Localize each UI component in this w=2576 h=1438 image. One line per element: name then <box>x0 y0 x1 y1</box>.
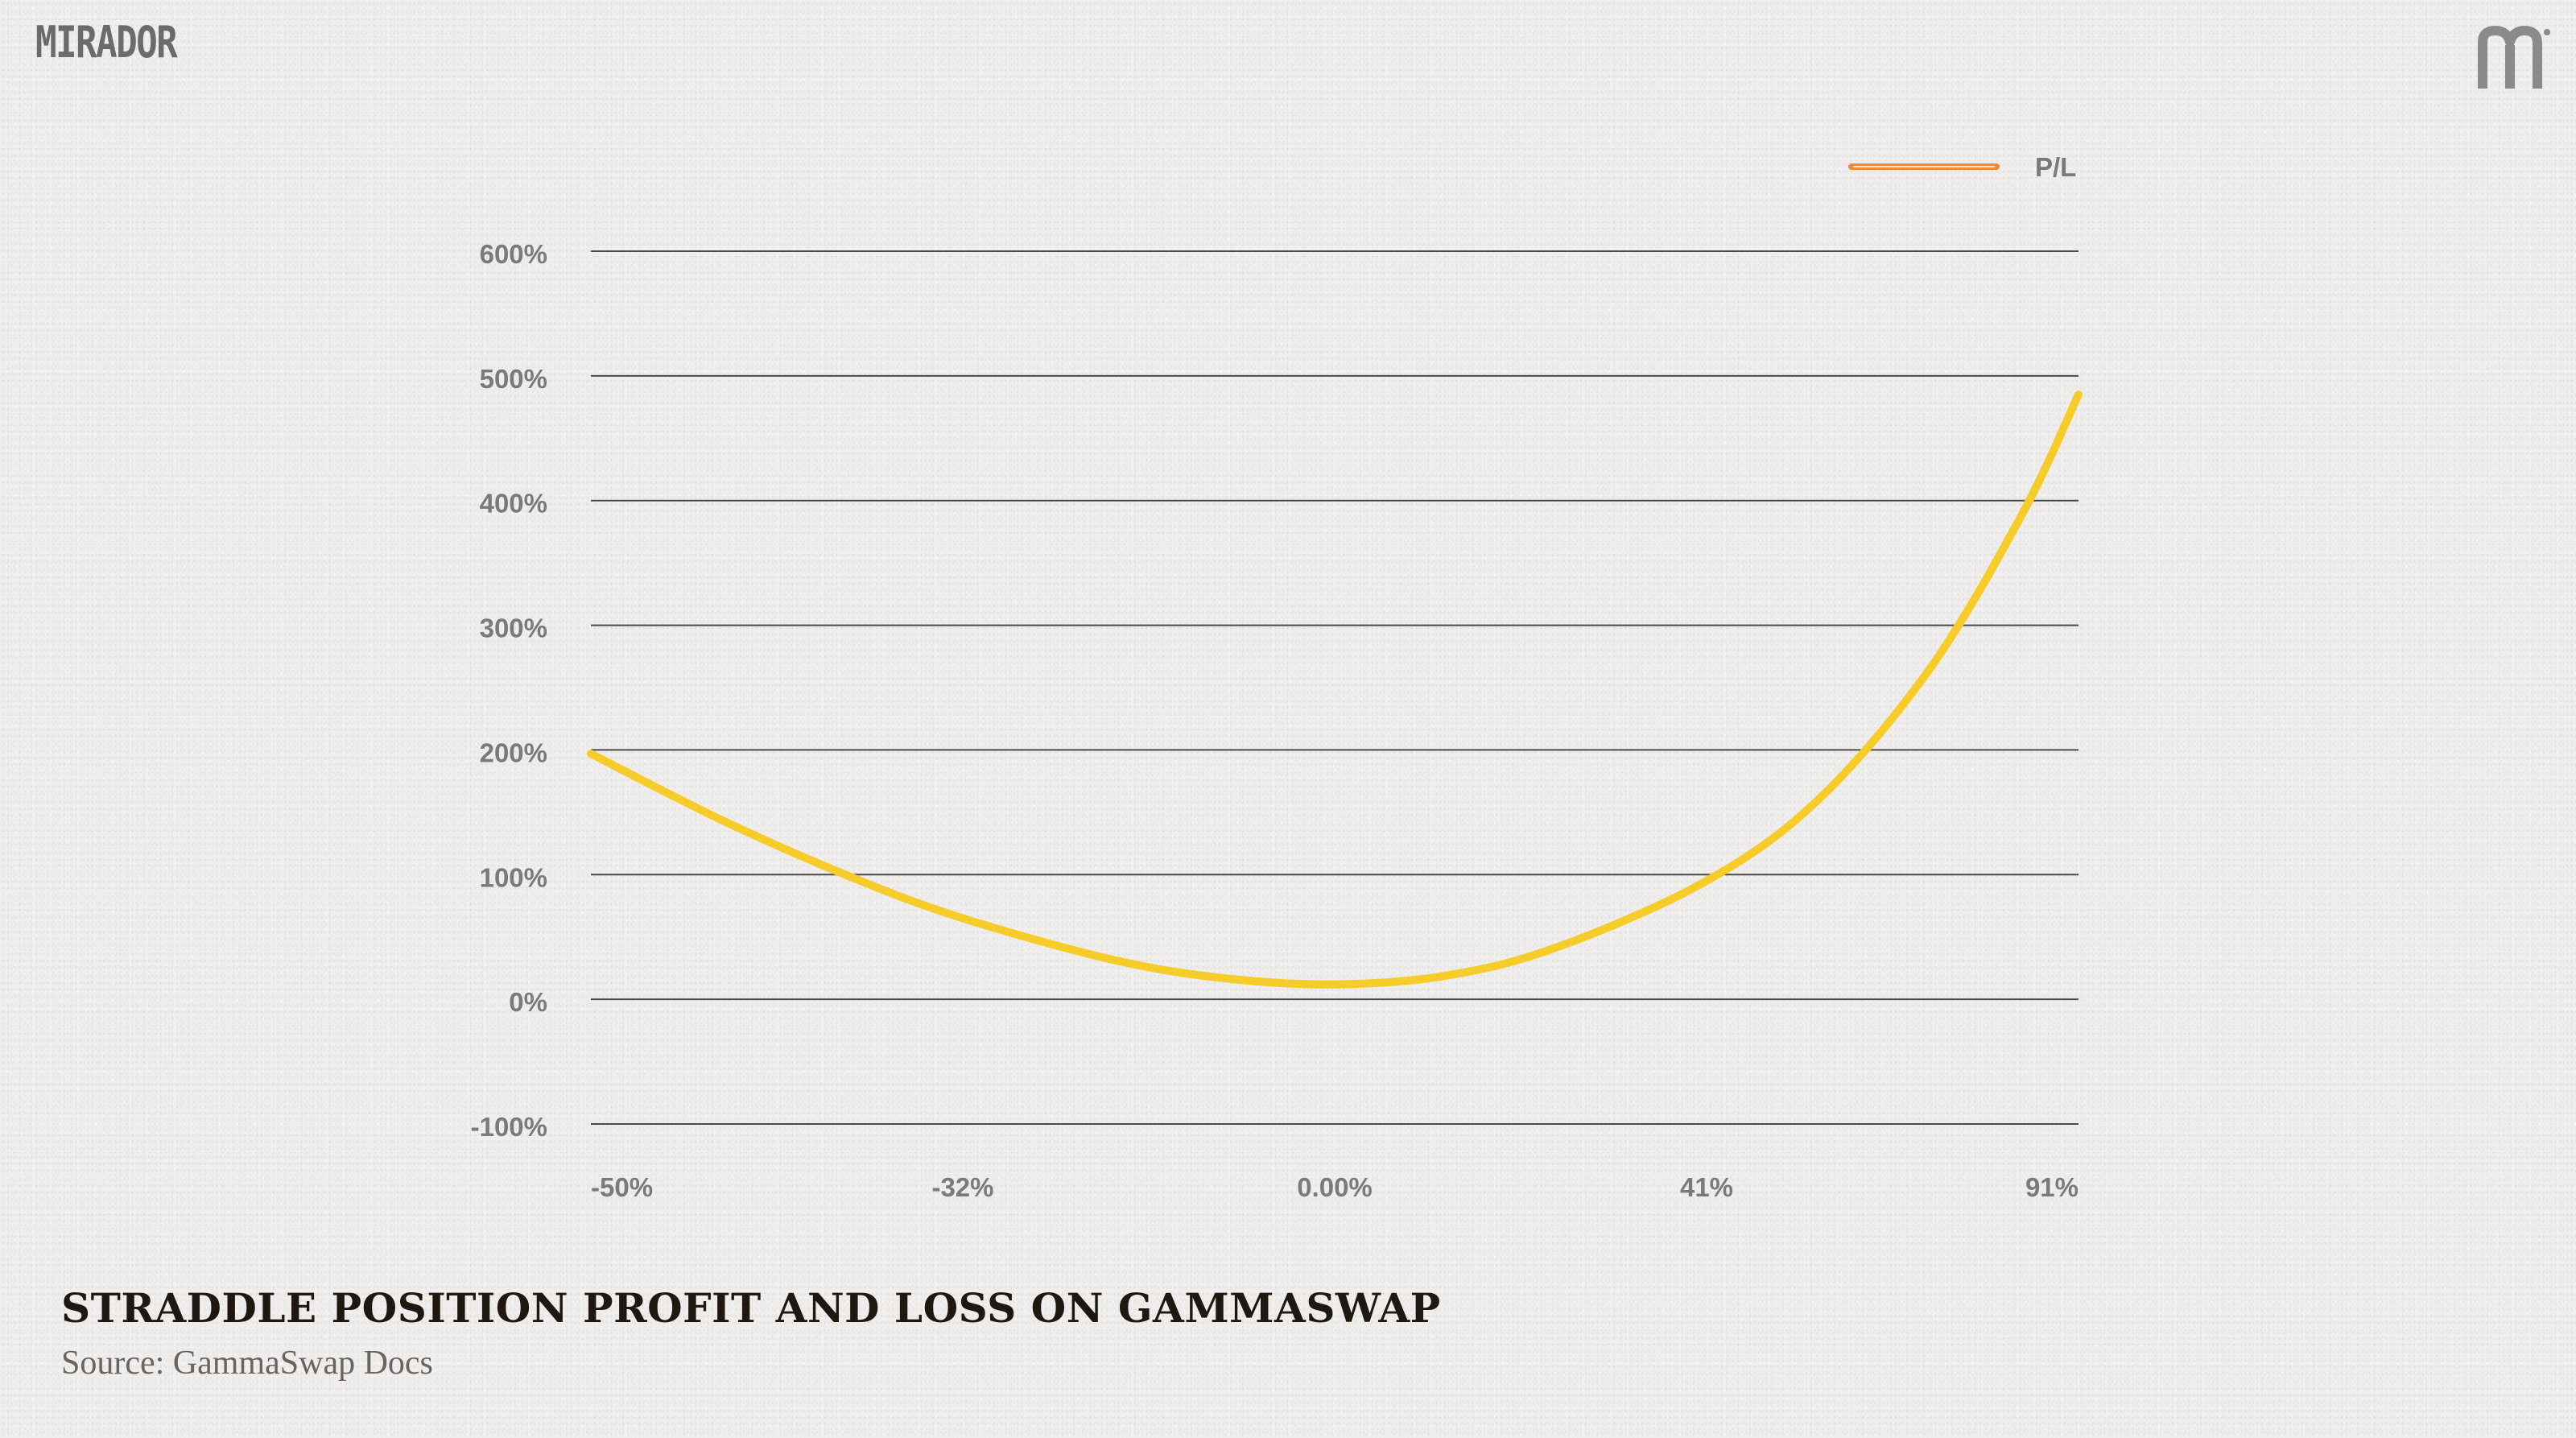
y-tick-label: 100% <box>480 862 547 892</box>
x-tick-label: 0.00% <box>1297 1172 1373 1202</box>
series-layer <box>587 390 2083 989</box>
legend-label: P/L <box>2035 152 2076 182</box>
y-tick-label: 200% <box>480 738 547 767</box>
y-tick-label: 300% <box>480 614 547 643</box>
y-tick-label: 600% <box>480 239 547 269</box>
grid-lines <box>591 250 2079 1125</box>
x-tick-label: 91% <box>2025 1172 2079 1202</box>
x-tick-label: -50% <box>591 1172 653 1202</box>
mirador-wordmark: MIRADOR <box>35 17 178 68</box>
x-tick-label: 41% <box>1680 1172 1733 1202</box>
x-tick-label: -32% <box>931 1172 993 1202</box>
mirador-m-icon <box>2478 26 2550 89</box>
y-tick-label: 0% <box>509 987 547 1017</box>
chart-source-note: Source: GammaSwap Docs <box>61 1345 433 1382</box>
series-line-pl <box>587 390 2083 989</box>
y-tick-label: 400% <box>480 489 547 519</box>
y-tick-label: 500% <box>480 364 547 394</box>
legend: P/L <box>1848 152 2076 182</box>
chart-caption-title: STRADDLE POSITION PROFIT AND LOSS ON GAM… <box>61 1284 1441 1332</box>
x-axis-ticks: -50% -32% 0.00% 41% 91% <box>591 1172 2079 1202</box>
y-axis-ticks: -100% 0% 100% 200% 300% 400% 500% 600% <box>471 239 547 1142</box>
y-tick-label: -100% <box>471 1112 547 1142</box>
